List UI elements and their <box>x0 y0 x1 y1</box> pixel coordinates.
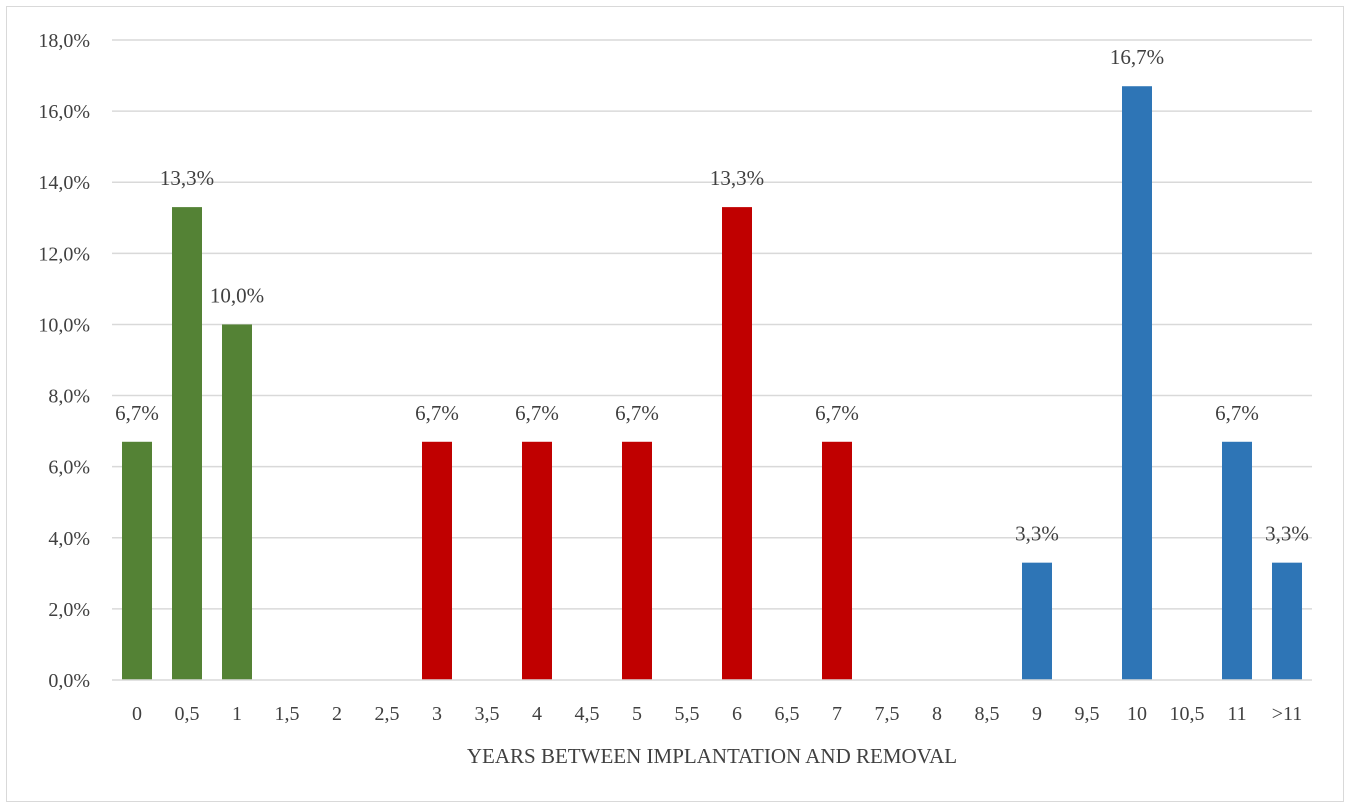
data-label: 6,7% <box>815 401 859 425</box>
x-tick-label: 7,5 <box>875 703 900 725</box>
x-tick-label: 6 <box>732 703 742 725</box>
x-tick-label: 11 <box>1227 703 1246 725</box>
x-tick-label: 6,5 <box>775 703 800 725</box>
bar <box>1272 562 1302 680</box>
y-tick-label: 6,0% <box>48 457 90 479</box>
x-tick-label: 9,5 <box>1075 703 1100 725</box>
y-tick-label: 4,0% <box>48 528 90 550</box>
bar <box>522 441 552 680</box>
x-tick-label: 5 <box>632 703 642 725</box>
x-tick-label: 2 <box>332 703 342 725</box>
data-label: 13,3% <box>710 166 764 190</box>
data-label: 3,3% <box>1265 522 1309 546</box>
x-tick-label: 3,5 <box>475 703 500 725</box>
x-tick-label: 4,5 <box>575 703 600 725</box>
x-tick-label: 0,5 <box>175 703 200 725</box>
x-tick-label: 2,5 <box>375 703 400 725</box>
bar <box>1222 441 1252 680</box>
x-tick-label: 10,5 <box>1170 703 1205 725</box>
data-label: 13,3% <box>160 166 214 190</box>
y-tick-label: 12,0% <box>38 243 90 265</box>
y-tick-label: 0,0% <box>48 670 90 692</box>
data-label: 6,7% <box>415 401 459 425</box>
bar <box>622 441 652 680</box>
x-tick-label: 9 <box>1032 703 1042 725</box>
x-tick-label: 7 <box>832 703 842 725</box>
y-axis-ticks: 0,0% 2,0% 4,0% 6,0% 8,0% 10,0% 12,0% 14,0% 16,0%… <box>38 30 90 692</box>
x-axis-ticks: 0 0,5 1 1,5 2 2,5 3 3,5 4 4,5 5 5,5 6 6,5 7 7,5 8 8,5 9 9,5… <box>132 703 1302 725</box>
x-tick-label: 8 <box>932 703 942 725</box>
y-tick-label: 16,0% <box>38 101 90 123</box>
bar <box>1022 562 1052 680</box>
x-tick-label: 3 <box>432 703 442 725</box>
data-label: 6,7% <box>115 401 159 425</box>
data-label: 3,3% <box>1015 522 1059 546</box>
data-label: 6,7% <box>615 401 659 425</box>
bar <box>122 441 152 680</box>
data-label: 6,7% <box>515 401 559 425</box>
x-tick-label: 8,5 <box>975 703 1000 725</box>
x-axis-title: YEARS BETWEEN IMPLANTATION AND REMOVAL <box>467 744 957 768</box>
x-tick-label: >11 <box>1272 703 1303 725</box>
y-tick-label: 10,0% <box>38 314 90 336</box>
x-tick-label: 0 <box>132 703 142 725</box>
x-tick-label: 1,5 <box>275 703 300 725</box>
data-labels: 6,7% 13,3% 10,0% 6,7% 6,7% 6,7% 13,3% 6,7% 3,3% 1… <box>115 45 1309 545</box>
x-tick-label: 10 <box>1127 703 1147 725</box>
y-tick-label: 2,0% <box>48 599 90 621</box>
y-tick-label: 14,0% <box>38 172 90 194</box>
x-tick-label: 4 <box>532 703 542 725</box>
bar <box>222 324 252 680</box>
x-tick-label: 5,5 <box>675 703 700 725</box>
bars <box>122 86 1302 680</box>
data-label: 6,7% <box>1215 401 1259 425</box>
bar <box>1122 86 1152 680</box>
bar <box>172 207 202 680</box>
bar <box>722 207 752 680</box>
data-label: 16,7% <box>1110 45 1164 69</box>
bar <box>822 441 852 680</box>
bar <box>422 441 452 680</box>
y-tick-label: 8,0% <box>48 386 90 408</box>
x-tick-label: 1 <box>232 703 242 725</box>
data-label: 10,0% <box>210 283 264 307</box>
y-tick-label: 18,0% <box>38 30 90 52</box>
gridlines <box>112 39 1312 610</box>
